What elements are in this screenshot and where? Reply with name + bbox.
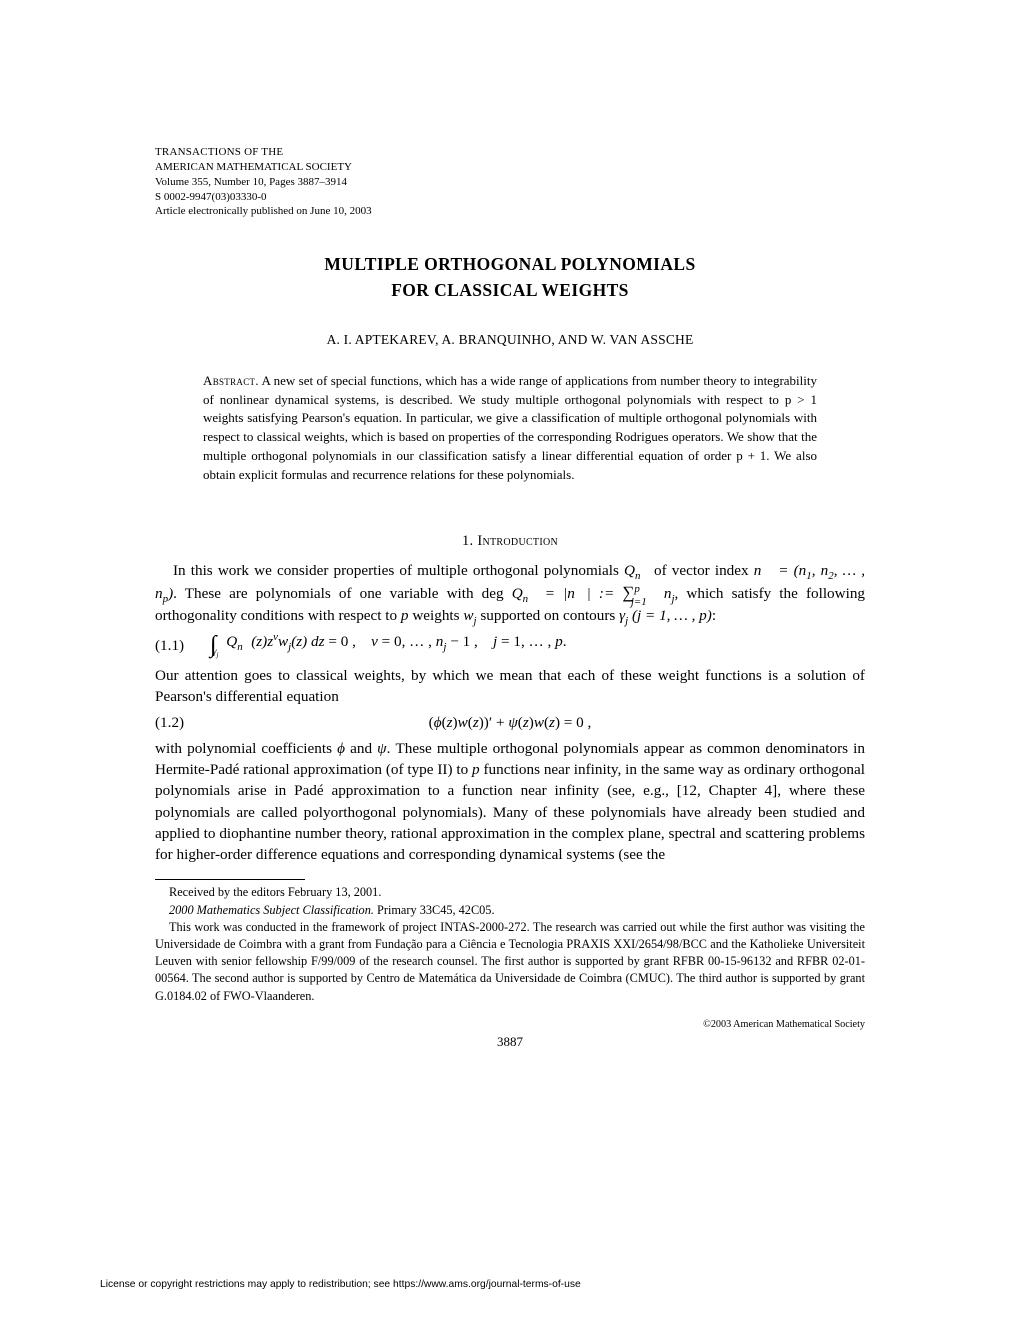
math-gammaj: γj (j = 1, … , p): [619, 607, 712, 624]
para-3: with polynomial coefficients ϕ and ψ. Th…: [155, 738, 865, 866]
eq-1-1-label: (1.1): [155, 637, 210, 655]
eq-1-1-body: ∫γj Qn⃗(z)zνwj(z) dz = 0 , ν = 0, … , nj…: [210, 632, 865, 659]
math-p: p: [401, 607, 409, 624]
math-phi: ϕ: [337, 740, 345, 757]
footnotes: Received by the editors February 13, 200…: [155, 884, 865, 1004]
math-wj: wj: [463, 607, 476, 624]
title-line-1: MULTIPLE ORTHOGONAL POLYNOMIALS: [155, 251, 865, 277]
para1g: :: [712, 607, 716, 624]
para3b: and: [345, 740, 377, 757]
para1a: In this work we consider properties of m…: [173, 562, 624, 579]
copyright: ©2003 American Mathematical Society: [155, 1019, 865, 1030]
equation-1-1: (1.1) ∫γj Qn⃗(z)zνwj(z) dz = 0 , ν = 0, …: [155, 632, 865, 659]
journal-pubdate: Article electronically published on June…: [155, 204, 865, 219]
footnote-funding: This work was conducted in the framework…: [155, 919, 865, 1005]
para1f: supported on contours: [477, 607, 620, 624]
page: TRANSACTIONS OF THE AMERICAN MATHEMATICA…: [0, 0, 1020, 1090]
footnote-msc: 2000 Mathematics Subject Classification.…: [155, 902, 865, 919]
license-footer: License or copyright restrictions may ap…: [100, 1279, 581, 1290]
para-1: In this work we consider properties of m…: [155, 560, 865, 626]
abstract-text: A new set of special functions, which ha…: [203, 373, 817, 482]
para1c: . These are polynomials of one variable …: [173, 585, 512, 602]
journal-volume: Volume 355, Number 10, Pages 3887–3914: [155, 175, 865, 190]
abstract-label: Abstract.: [203, 373, 259, 388]
math-Qn: Qn⃗: [624, 562, 649, 579]
page-number: 3887: [155, 1034, 865, 1050]
journal-name-2: AMERICAN MATHEMATICAL SOCIETY: [155, 160, 865, 175]
para3a: with polynomial coefficients: [155, 740, 337, 757]
math-psi: ψ: [377, 740, 386, 757]
title-line-2: FOR CLASSICAL WEIGHTS: [155, 277, 865, 303]
section-1-heading: 1. Introduction: [155, 533, 865, 550]
authors: A. I. APTEKAREV, A. BRANQUINHO, AND W. V…: [155, 332, 865, 348]
equation-1-2: (1.2) (ϕ(z)w(z))′ + ψ(z)w(z) = 0 ,: [155, 714, 865, 732]
math-degQ: Qn⃗ = |n⃗| := ∑pj=1 nj: [512, 585, 675, 602]
para-2: Our attention goes to classical weights,…: [155, 665, 865, 708]
journal-header: TRANSACTIONS OF THE AMERICAN MATHEMATICA…: [155, 145, 865, 219]
eq-1-2-label: (1.2): [155, 714, 210, 732]
msc-label: 2000 Mathematics Subject Classification.: [169, 903, 374, 917]
msc-text: Primary 33C45, 42C05.: [374, 903, 495, 917]
abstract: Abstract. A new set of special functions…: [203, 372, 817, 485]
eq-1-2-body: (ϕ(z)w(z))′ + ψ(z)w(z) = 0 ,: [210, 714, 865, 732]
title-block: MULTIPLE ORTHOGONAL POLYNOMIALS FOR CLAS…: [155, 251, 865, 304]
para1e: weights: [409, 607, 464, 624]
footnote-rule: [155, 879, 305, 880]
footnote-received: Received by the editors February 13, 200…: [155, 884, 865, 901]
journal-sid: S 0002-9947(03)03330-0: [155, 190, 865, 205]
para1b: of vector index: [649, 562, 754, 579]
journal-name-1: TRANSACTIONS OF THE: [155, 145, 865, 160]
math-p2: p: [472, 761, 480, 778]
